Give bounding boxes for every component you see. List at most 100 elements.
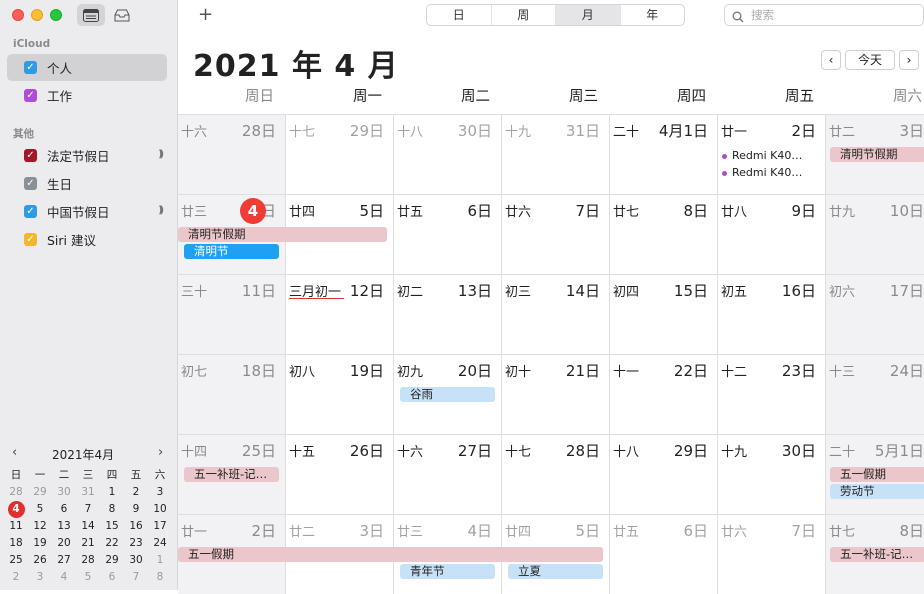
day-cell[interactable]: 十一 22日: [610, 354, 718, 434]
mini-day[interactable]: 23: [124, 535, 148, 552]
day-cell[interactable]: 初四 15日: [610, 274, 718, 354]
mini-day[interactable]: 18: [4, 535, 28, 552]
view-week-button[interactable]: 周: [492, 5, 556, 25]
day-cell[interactable]: 初九 20日: [394, 354, 502, 434]
mini-day[interactable]: 7: [124, 569, 148, 586]
mini-day[interactable]: 28: [76, 552, 100, 569]
inbox-icon[interactable]: [108, 4, 136, 26]
mini-day[interactable]: 13: [52, 518, 76, 535]
mini-day[interactable]: 29: [28, 484, 52, 501]
mini-day[interactable]: 8: [100, 501, 124, 518]
day-cell[interactable]: 十九 30日: [718, 434, 826, 514]
mini-day[interactable]: 3: [28, 569, 52, 586]
day-cell[interactable]: 二十 4月1日: [610, 114, 718, 194]
day-cell[interactable]: 廿六 7日: [502, 194, 610, 274]
day-cell[interactable]: 三月初一 12日: [286, 274, 394, 354]
day-cell[interactable]: 廿五 6日: [610, 514, 718, 594]
day-cell[interactable]: 初七 18日: [178, 354, 286, 434]
mini-day[interactable]: 3: [148, 484, 172, 501]
search-field[interactable]: 搜索: [724, 4, 924, 26]
mini-day[interactable]: 27: [52, 552, 76, 569]
day-cell[interactable]: 廿一 2日: [718, 114, 826, 194]
mini-day[interactable]: 2: [124, 484, 148, 501]
calendar-checkbox[interactable]: ✓: [24, 233, 37, 246]
calendar-item[interactable]: ✓ 工作: [7, 82, 167, 109]
mini-day[interactable]: 30: [52, 484, 76, 501]
event-bar[interactable]: 五一假期: [178, 547, 603, 562]
day-cell[interactable]: 廿四 5日: [502, 514, 610, 594]
mini-day[interactable]: 28: [4, 484, 28, 501]
day-cell[interactable]: 初三 14日: [502, 274, 610, 354]
calendar-checkbox[interactable]: ✓: [24, 177, 37, 190]
calendar-item[interactable]: ✓ 生日: [7, 170, 167, 197]
day-cell[interactable]: 廿九 10日: [826, 194, 924, 274]
day-cell[interactable]: 十六 27日: [394, 434, 502, 514]
day-cell[interactable]: 十七 28日: [502, 434, 610, 514]
day-cell[interactable]: 廿四 5日: [286, 194, 394, 274]
mini-day[interactable]: 5: [76, 569, 100, 586]
calendar-item[interactable]: ✓ 个人: [7, 54, 167, 81]
day-cell[interactable]: 十二 23日: [718, 354, 826, 434]
mini-day[interactable]: 8: [148, 569, 172, 586]
mini-day[interactable]: 6: [100, 569, 124, 586]
day-cell[interactable]: 十七 29日: [286, 114, 394, 194]
mini-day[interactable]: 9: [124, 501, 148, 518]
event-bar[interactable]: 青年节: [400, 564, 495, 579]
day-cell[interactable]: 初二 13日: [394, 274, 502, 354]
close-window-button[interactable]: [12, 9, 24, 21]
mini-day[interactable]: 14: [76, 518, 100, 535]
mini-day[interactable]: 22: [100, 535, 124, 552]
day-cell[interactable]: 三十 11日: [178, 274, 286, 354]
zoom-window-button[interactable]: [50, 9, 62, 21]
calendar-checkbox[interactable]: ✓: [24, 89, 37, 102]
mini-day[interactable]: 4: [4, 501, 28, 518]
view-month-button[interactable]: 月: [556, 5, 621, 25]
prev-month-button[interactable]: ‹: [821, 50, 841, 70]
day-cell[interactable]: 初十 21日: [502, 354, 610, 434]
mini-day[interactable]: 15: [100, 518, 124, 535]
mini-day[interactable]: 21: [76, 535, 100, 552]
mini-day[interactable]: 26: [28, 552, 52, 569]
mini-day[interactable]: 25: [4, 552, 28, 569]
minimize-window-button[interactable]: [31, 9, 43, 21]
day-cell[interactable]: 十九 31日: [502, 114, 610, 194]
day-cell[interactable]: 廿六 7日: [718, 514, 826, 594]
mini-day[interactable]: 17: [148, 518, 172, 535]
calendar-item[interactable]: ✓ 法定节假日))): [7, 142, 167, 169]
event-bar[interactable]: 五一补班-记…: [184, 467, 279, 482]
calendar-checkbox[interactable]: ✓: [24, 61, 37, 74]
mini-day[interactable]: 29: [100, 552, 124, 569]
mini-next-month-button[interactable]: ›: [158, 445, 164, 460]
event-bar[interactable]: 五一补班-记…: [830, 547, 924, 562]
mini-day[interactable]: 30: [124, 552, 148, 569]
mini-day[interactable]: 31: [76, 484, 100, 501]
day-cell[interactable]: 十八 30日: [394, 114, 502, 194]
event-bar[interactable]: 清明节: [184, 244, 279, 259]
event-bar[interactable]: 劳动节: [830, 484, 924, 499]
mini-day[interactable]: 24: [148, 535, 172, 552]
add-event-button[interactable]: +: [198, 4, 214, 25]
mini-prev-month-button[interactable]: ‹: [12, 445, 18, 460]
calendar-item[interactable]: ✓ 中国节假日))): [7, 198, 167, 225]
event-bar[interactable]: 五一假期: [830, 467, 924, 482]
event-bar[interactable]: 清明节假期: [830, 147, 924, 162]
day-cell[interactable]: 十三 24日: [826, 354, 924, 434]
day-cell[interactable]: 廿七 8日: [610, 194, 718, 274]
calendar-item[interactable]: ✓ Siri 建议: [7, 226, 167, 253]
calendar-checkbox[interactable]: ✓: [24, 149, 37, 162]
day-cell[interactable]: 初八 19日: [286, 354, 394, 434]
sidebar-toggle-icon[interactable]: [77, 4, 105, 26]
mini-day[interactable]: 20: [52, 535, 76, 552]
mini-day[interactable]: 6: [52, 501, 76, 518]
day-cell[interactable]: 十八 29日: [610, 434, 718, 514]
day-cell[interactable]: 初五 16日: [718, 274, 826, 354]
day-cell[interactable]: 廿八 9日: [718, 194, 826, 274]
mini-day[interactable]: 12: [28, 518, 52, 535]
day-cell[interactable]: 初六 17日: [826, 274, 924, 354]
mini-day[interactable]: 19: [28, 535, 52, 552]
calendar-checkbox[interactable]: ✓: [24, 205, 37, 218]
event-item[interactable]: Redmi K40…: [722, 149, 802, 162]
event-bar[interactable]: 清明节假期: [178, 227, 387, 242]
mini-day[interactable]: 1: [100, 484, 124, 501]
day-cell[interactable]: 十六 28日: [178, 114, 286, 194]
